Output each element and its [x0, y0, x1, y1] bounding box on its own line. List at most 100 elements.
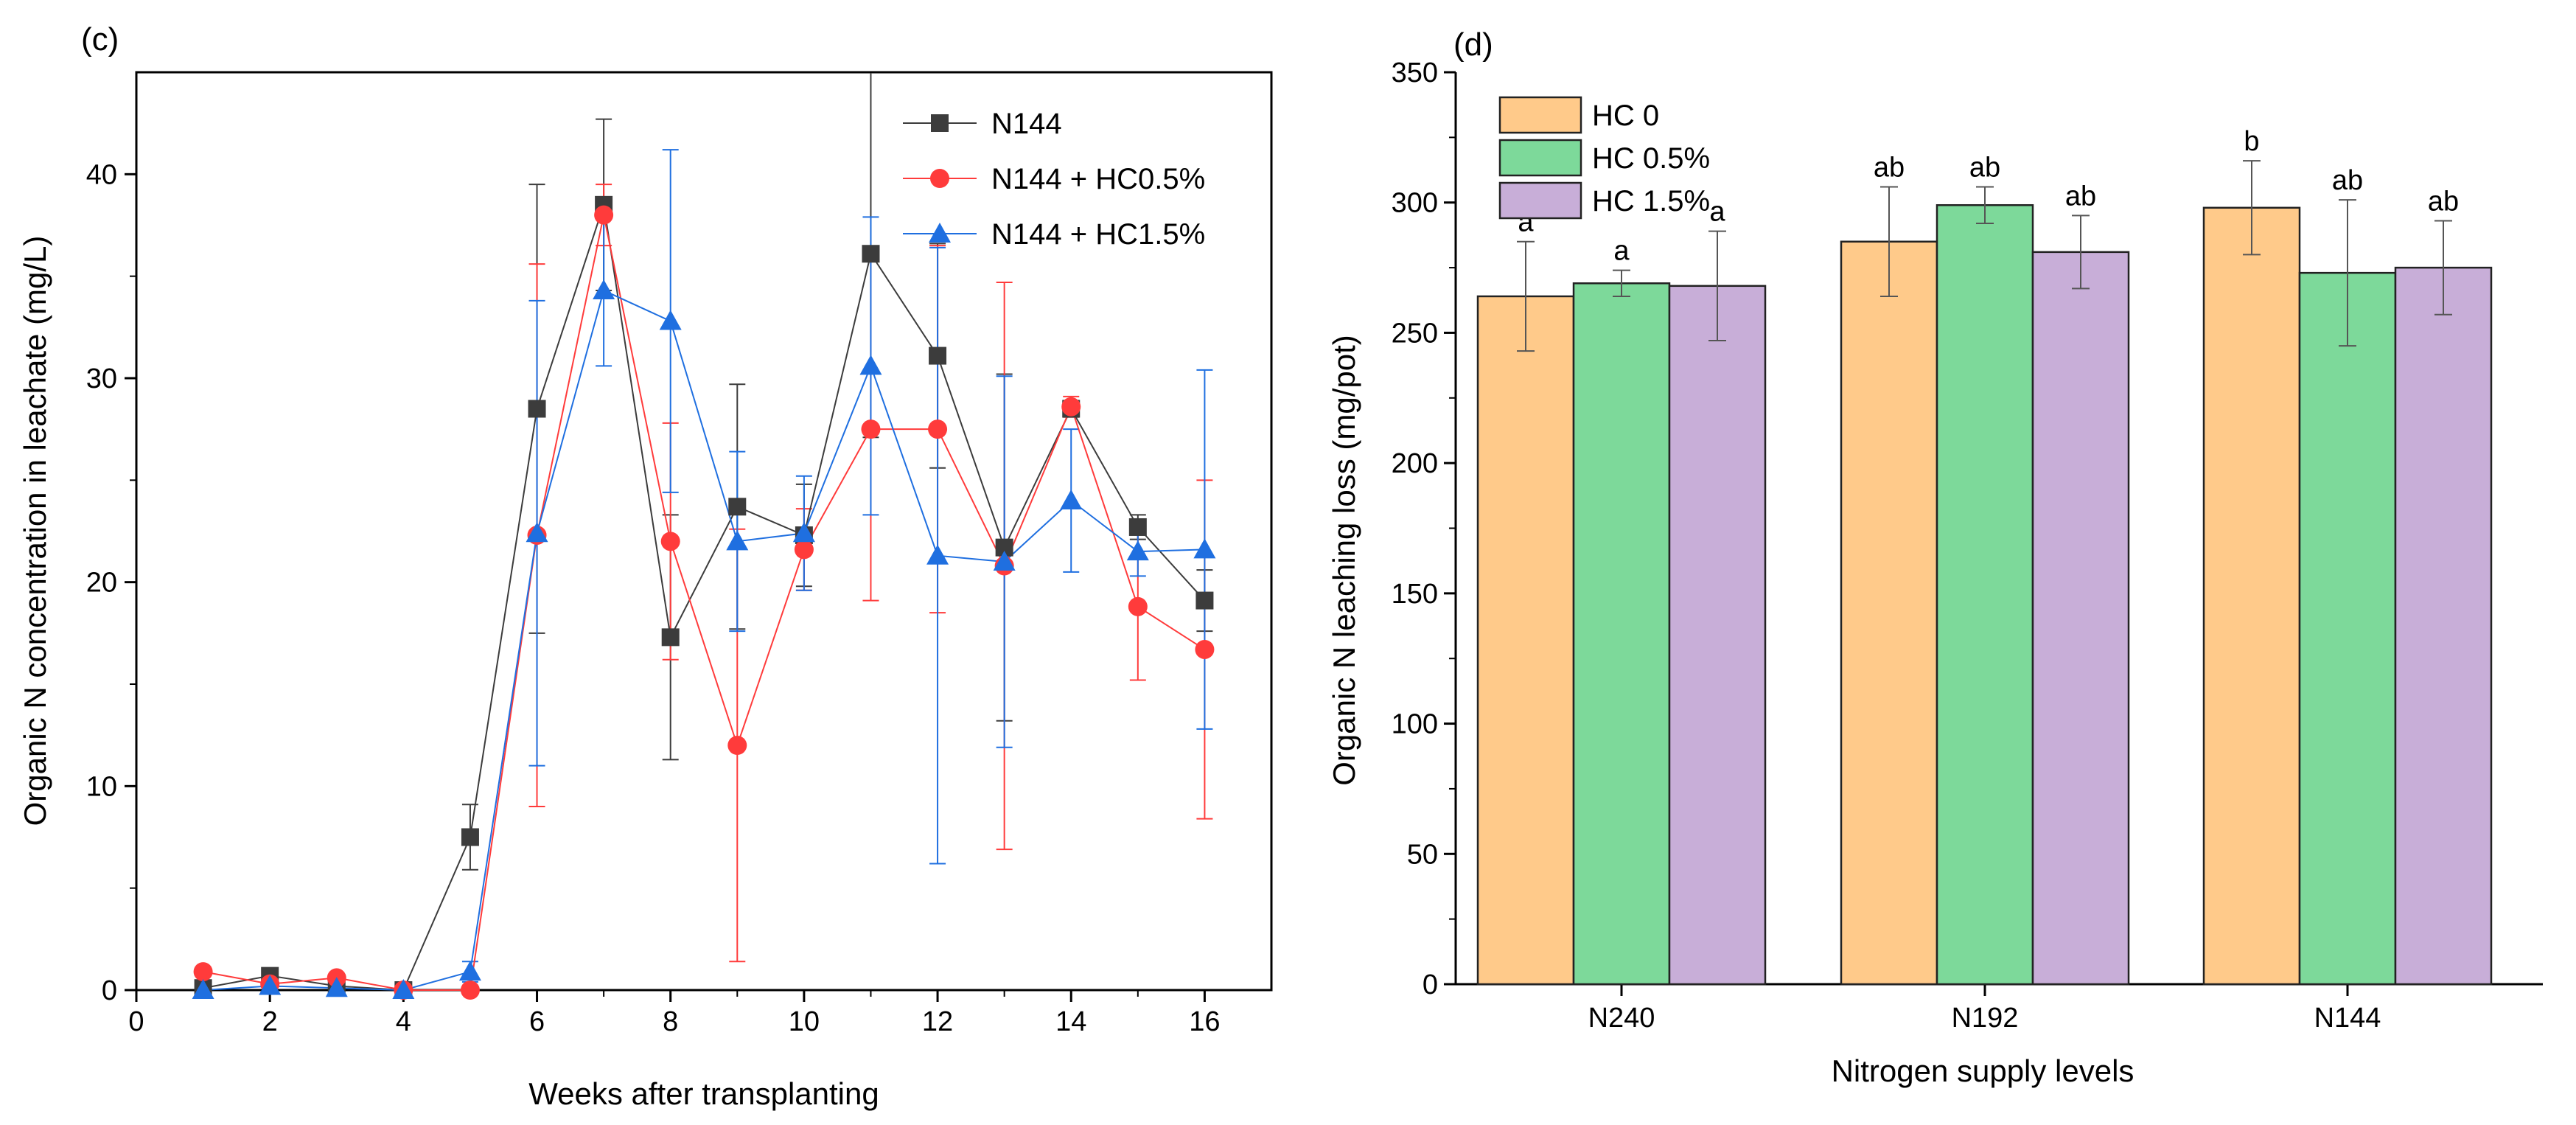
legend-swatch	[1498, 139, 1582, 177]
legend-label: N144 + HC1.5%	[991, 218, 1205, 251]
significance-letter: ab	[2332, 165, 2363, 196]
x-tick-label: N192	[1952, 1003, 2019, 1034]
data-point-triangle	[1060, 490, 1083, 509]
data-point-triangle	[192, 979, 214, 999]
panel-c-label: (c)	[81, 21, 119, 58]
x-tick-label: 2	[262, 1006, 278, 1037]
significance-letter: ab	[2065, 181, 2096, 212]
data-point-square	[728, 498, 747, 516]
bar	[1840, 240, 1938, 986]
panel-c-plot-frame	[135, 71, 1273, 992]
panel-d-bar-chart: (d) 0 50 100 150 200 250 300 350 N240 N192 N144 a a…	[1327, 27, 2543, 1088]
y-tick-label: 350	[1392, 58, 1438, 88]
data-point-circle	[660, 532, 680, 551]
panel-c-markers	[192, 195, 1216, 1000]
data-point-circle	[727, 736, 747, 755]
data-point-circle	[794, 540, 814, 560]
legend-marker-circle	[930, 169, 949, 188]
panel-c-axes: 0 2 4 6 8 10 12 14 16 0 10 20 30 40	[86, 159, 1221, 1037]
panel-d-error-bars	[1517, 160, 2452, 352]
legend-label: N144	[991, 108, 1062, 140]
legend-marker-square	[931, 114, 949, 132]
series-line-1	[203, 215, 1205, 991]
x-tick-label: N144	[2314, 1003, 2381, 1034]
panel-d-x-axis-title: Nitrogen supply levels	[1832, 1053, 2135, 1088]
y-tick-label: 40	[86, 159, 117, 190]
bar	[2202, 206, 2301, 986]
legend-label: HC 0	[1592, 100, 1659, 132]
series-line-0	[203, 204, 1206, 992]
y-tick-label: 200	[1392, 448, 1438, 479]
data-point-triangle	[792, 522, 815, 543]
bar	[1936, 203, 2034, 986]
data-point-square	[661, 628, 680, 647]
data-point-triangle	[392, 979, 415, 999]
data-point-square	[862, 245, 880, 263]
legend-swatch	[1498, 96, 1582, 134]
data-point-triangle	[859, 355, 882, 375]
data-point-triangle	[458, 961, 481, 981]
significance-letter: ab	[1969, 153, 2000, 184]
data-point-triangle	[1193, 538, 1216, 559]
legend-label: HC 0.5%	[1592, 142, 1710, 175]
y-tick-label: 300	[1392, 188, 1438, 219]
data-point-circle	[861, 419, 881, 439]
significance-letter: a	[1709, 197, 1725, 228]
data-point-square	[528, 400, 546, 418]
data-point-circle	[928, 419, 948, 439]
panel-c-error-bars	[195, 73, 1213, 991]
x-tick-label: 12	[922, 1006, 953, 1037]
bar	[2298, 271, 2397, 986]
y-tick-label: 100	[1392, 709, 1438, 740]
data-point-square	[929, 346, 947, 365]
panel-c-series-lines	[203, 204, 1206, 992]
data-point-square	[1195, 591, 1214, 610]
panel-c-legend: N144 N144 + HC0.5% N144 + HC1.5%	[903, 108, 1205, 251]
bar	[2394, 266, 2493, 986]
bar	[1668, 285, 1767, 986]
data-point-triangle	[526, 522, 548, 543]
data-point-triangle	[926, 544, 949, 565]
data-point-triangle	[259, 975, 282, 995]
data-point-square	[1128, 518, 1147, 536]
data-point-triangle	[726, 530, 749, 551]
data-point-triangle	[325, 977, 348, 997]
y-tick-label: 0	[102, 975, 117, 1006]
x-tick-label: 16	[1189, 1006, 1220, 1037]
y-tick-label: 50	[1407, 839, 1438, 870]
x-tick-label: 6	[529, 1006, 545, 1037]
significance-letter: ab	[2428, 186, 2459, 217]
panel-d-bars	[1476, 203, 2493, 986]
x-tick-label: N240	[1588, 1003, 1655, 1034]
data-point-circle	[1128, 596, 1148, 616]
series-line-2	[203, 289, 1205, 992]
x-tick-label: 0	[128, 1006, 144, 1037]
data-point-square	[461, 828, 479, 846]
data-point-circle	[1195, 639, 1215, 659]
data-point-circle	[1061, 397, 1081, 417]
data-point-triangle	[1126, 540, 1149, 561]
panel-d-legend: HC 0 HC 0.5% HC 1.5%	[1498, 96, 1710, 220]
data-point-triangle	[659, 310, 682, 330]
bar	[1572, 282, 1671, 986]
x-tick-label: 8	[663, 1006, 678, 1037]
y-tick-label: 20	[86, 568, 117, 599]
y-tick-label: 10	[86, 771, 117, 802]
significance-letter: a	[1613, 236, 1630, 267]
data-point-triangle	[593, 279, 615, 300]
y-tick-label: 150	[1392, 579, 1438, 610]
significance-letter: ab	[1874, 153, 1905, 184]
x-tick-label: 10	[789, 1006, 820, 1037]
data-point-circle	[193, 962, 213, 982]
x-tick-label: 14	[1055, 1006, 1086, 1037]
significance-letter: b	[2244, 126, 2259, 157]
panel-d-label: (d)	[1453, 27, 1493, 63]
bar	[1476, 295, 1575, 986]
legend-label: HC 1.5%	[1592, 185, 1710, 217]
panel-c-x-axis-title: Weeks after transplanting	[528, 1076, 879, 1111]
legend-label: N144 + HC0.5%	[991, 163, 1205, 195]
panel-c-y-axis-title: Organic N concentration in leachate (mg/…	[18, 236, 52, 826]
y-tick-label: 30	[86, 363, 117, 394]
